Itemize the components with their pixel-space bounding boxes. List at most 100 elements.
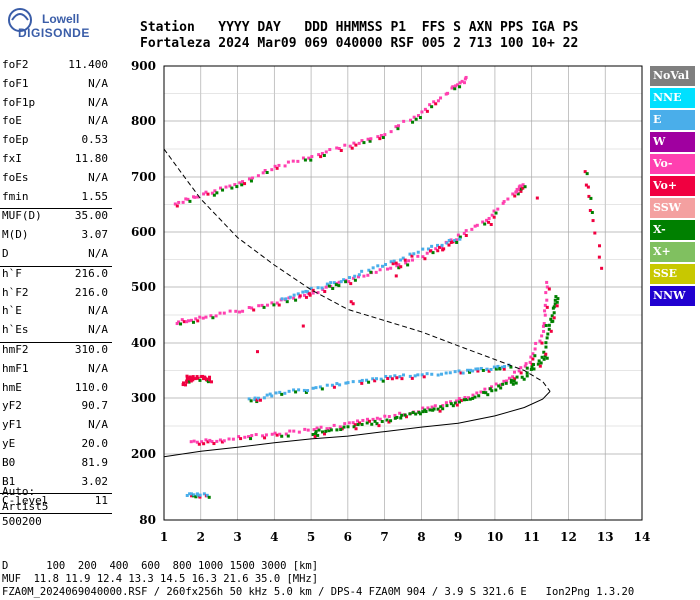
- trace-point: [320, 387, 324, 391]
- trace-point: [261, 434, 265, 438]
- param-row: h`Es N/A: [0, 323, 112, 342]
- trace-point: [449, 402, 453, 406]
- trace-point: [265, 393, 269, 397]
- trace-point: [221, 188, 225, 192]
- trace-point: [306, 290, 310, 294]
- trace-point: [187, 380, 191, 384]
- legend-entry: Vo-: [650, 154, 695, 174]
- trace-point: [321, 288, 325, 292]
- trace-point: [458, 237, 462, 241]
- trace-point: [519, 371, 523, 375]
- trace-point: [586, 185, 590, 189]
- trace-point: [360, 378, 364, 382]
- trace-point: [335, 428, 339, 432]
- param-row: yF1 N/A: [0, 418, 112, 437]
- trace-point: [449, 240, 453, 244]
- trace-point: [320, 286, 324, 290]
- plot-frame: [163, 65, 643, 521]
- trace-point: [181, 200, 185, 204]
- trace-point: [367, 419, 371, 423]
- trace-point: [362, 141, 366, 145]
- trace-point: [215, 439, 219, 443]
- param-name: h`Es: [2, 323, 29, 337]
- trace-point: [591, 219, 595, 223]
- trace-point: [417, 410, 421, 414]
- trace-point: [366, 137, 370, 141]
- trace-point: [456, 83, 460, 87]
- trace-point: [206, 380, 210, 384]
- trace-point: [543, 309, 547, 313]
- legend-entry: SSW: [650, 198, 695, 218]
- trace-point: [479, 390, 483, 394]
- trace-point: [528, 360, 532, 364]
- trace-point: [423, 107, 427, 111]
- trace-point: [482, 390, 486, 394]
- trace-point: [378, 137, 382, 141]
- trace-point: [240, 183, 244, 187]
- trace-point: [530, 365, 534, 369]
- trace-point: [445, 241, 449, 245]
- trace-point: [302, 293, 306, 297]
- trace-point: [456, 233, 460, 237]
- trace-point: [329, 428, 333, 432]
- trace-point: [331, 286, 335, 290]
- trace-point: [262, 305, 266, 309]
- trace-point: [541, 324, 545, 328]
- trace-point: [509, 378, 513, 382]
- trace-point: [308, 293, 312, 297]
- trace-point: [190, 377, 194, 381]
- x-tick-label: 10: [487, 530, 504, 544]
- x-tick-label: 2: [197, 530, 205, 544]
- y-tick-label: 200: [131, 447, 156, 461]
- trace-point: [533, 354, 537, 358]
- trace-point: [453, 87, 457, 91]
- trace-point: [553, 302, 557, 306]
- trace-point: [314, 431, 318, 435]
- trace-point: [504, 381, 508, 385]
- trace-point: [378, 268, 382, 272]
- trace-point: [540, 355, 544, 359]
- trace-point: [313, 434, 317, 438]
- trace-point: [436, 373, 440, 377]
- param-name: foEs: [2, 170, 29, 184]
- trace-point: [458, 235, 462, 239]
- trace-point: [451, 85, 455, 89]
- trace-point: [204, 315, 208, 319]
- trace-point: [330, 383, 334, 387]
- trace-point: [542, 350, 546, 354]
- trace-point: [361, 418, 365, 422]
- legend-entry: X-: [650, 220, 695, 240]
- trace-point: [531, 357, 535, 361]
- trace-point: [383, 133, 387, 137]
- legend-entry: E: [650, 110, 695, 130]
- trace-point: [314, 430, 318, 434]
- trace-point: [457, 397, 461, 401]
- param-name: B0: [2, 455, 16, 469]
- trace-point: [593, 231, 597, 235]
- param-name: D: [2, 246, 9, 260]
- auto-label: Auto:: [2, 485, 36, 498]
- trace-point: [256, 174, 260, 178]
- trace-point: [177, 320, 181, 324]
- trace-point: [549, 317, 553, 321]
- trace-point: [475, 223, 479, 227]
- trace-point: [436, 99, 440, 103]
- trace-point: [490, 213, 494, 217]
- trace-point: [411, 411, 415, 415]
- footer-distance-row: D 100 200 400 600 800 1000 1500 3000 [km…: [2, 560, 319, 572]
- trace-point: [258, 398, 262, 402]
- trace-point: [275, 433, 279, 437]
- trace-point: [516, 192, 520, 196]
- trace-point: [284, 297, 288, 301]
- x-tick-label: 14: [634, 530, 651, 544]
- trace-point: [532, 363, 536, 367]
- trace-point: [222, 439, 226, 443]
- trace-point: [175, 204, 179, 208]
- trace-point: [351, 302, 355, 306]
- trace-point: [304, 289, 308, 293]
- trace-point: [234, 309, 238, 313]
- param-row: hmF1 N/A: [0, 362, 112, 381]
- trace-point: [546, 332, 550, 336]
- trace-point: [454, 399, 458, 403]
- trace-point: [552, 311, 556, 315]
